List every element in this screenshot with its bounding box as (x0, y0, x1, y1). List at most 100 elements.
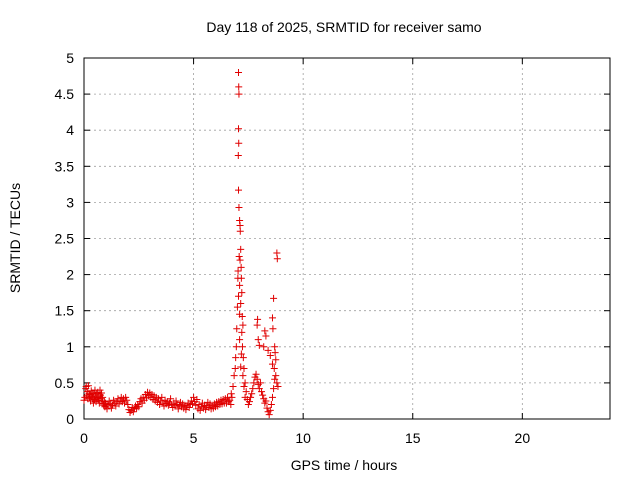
data-point (268, 314, 276, 322)
x-tick-label: 0 (80, 430, 88, 446)
data-point (235, 125, 243, 133)
x-tick-label: 10 (295, 430, 311, 446)
data-point (239, 372, 247, 380)
y-axis-label: SRMTID / TECUs (7, 183, 23, 293)
data-point (237, 363, 245, 371)
data-points (80, 68, 282, 419)
y-tick-label: 0 (66, 411, 74, 427)
data-point (228, 393, 236, 401)
data-point (272, 372, 280, 380)
data-point (267, 401, 275, 409)
data-point (229, 383, 237, 391)
data-point (261, 327, 269, 335)
data-point (135, 403, 143, 411)
data-point (231, 364, 239, 372)
data-point (236, 281, 244, 289)
data-point (167, 395, 175, 403)
data-point (105, 397, 113, 405)
y-tick-label: 0.5 (55, 375, 75, 391)
data-point (238, 343, 246, 351)
data-point (265, 411, 273, 419)
data-point (122, 393, 130, 401)
data-point (242, 388, 250, 396)
data-point (239, 321, 247, 329)
y-tick-label: 3 (66, 194, 74, 210)
data-point (262, 332, 270, 340)
data-point (227, 401, 235, 409)
data-point (107, 404, 115, 412)
data-point (240, 364, 248, 372)
data-point (245, 398, 253, 406)
data-point (237, 350, 245, 358)
x-tick-label: 20 (515, 430, 531, 446)
data-point (193, 396, 201, 404)
x-axis-label: GPS time / hours (291, 457, 398, 473)
data-point (268, 360, 276, 368)
data-point (235, 186, 243, 194)
data-point (235, 139, 243, 147)
data-point (244, 401, 252, 409)
data-point (266, 351, 274, 359)
data-point (252, 370, 260, 378)
chart-title: Day 118 of 2025, SRMTID for receiver sam… (206, 19, 481, 35)
y-tick-label: 1 (66, 339, 74, 355)
data-point (234, 151, 242, 159)
x-tick-label: 15 (405, 430, 421, 446)
data-point (236, 227, 244, 235)
x-tick-label: 5 (190, 430, 198, 446)
data-point (235, 203, 243, 211)
data-point (256, 379, 264, 387)
data-point (235, 83, 243, 91)
data-point (273, 255, 281, 263)
data-point (236, 336, 244, 344)
data-point (235, 68, 243, 76)
data-point (247, 393, 255, 401)
axis-tick-labels: 0 0.5 1 1.5 2 2.5 3 3.5 4 4.5 5 0 5 10 15 20 (55, 50, 531, 446)
y-tick-label: 2 (66, 267, 74, 283)
data-point (268, 393, 276, 401)
data-point (233, 325, 241, 333)
data-point (103, 405, 111, 413)
data-point (272, 356, 280, 364)
data-point (273, 379, 281, 387)
data-point (266, 406, 274, 414)
data-point (254, 336, 262, 344)
data-point (234, 267, 242, 275)
data-point (240, 383, 248, 391)
data-point (255, 341, 263, 349)
data-point (187, 397, 195, 405)
y-tick-label: 3.5 (55, 158, 75, 174)
y-tick-label: 4.5 (55, 86, 75, 102)
data-point (270, 294, 278, 302)
data-point (84, 382, 92, 390)
data-point (264, 346, 272, 354)
data-point (253, 375, 261, 383)
data-point (237, 245, 245, 253)
y-tick-label: 5 (66, 50, 74, 66)
data-point (236, 256, 244, 264)
data-point (239, 354, 247, 362)
data-point (271, 375, 279, 383)
data-point (259, 391, 267, 399)
data-point (249, 385, 257, 393)
data-point (235, 253, 243, 261)
data-point (237, 299, 245, 307)
data-point (233, 303, 241, 311)
data-point (238, 289, 246, 297)
data-point (230, 372, 238, 380)
data-point (262, 397, 270, 405)
grid-lines (84, 58, 610, 419)
y-tick-label: 1.5 (55, 303, 75, 319)
data-point (237, 274, 245, 282)
data-point (80, 396, 88, 404)
data-point (110, 396, 118, 404)
data-point (156, 401, 164, 409)
plot-frame (83, 57, 611, 420)
axis-ticks (83, 57, 610, 420)
data-point (185, 403, 193, 411)
y-tick-label: 4 (66, 122, 74, 138)
data-point (158, 393, 166, 401)
data-point (241, 379, 249, 387)
data-point (227, 390, 235, 398)
data-point (94, 396, 102, 404)
